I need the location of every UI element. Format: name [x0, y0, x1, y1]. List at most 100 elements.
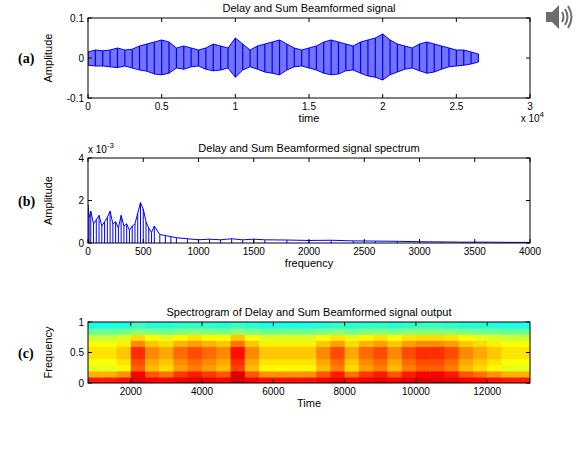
spectrogram-cell [444, 340, 459, 347]
spectrogram-cell [174, 371, 189, 378]
y-tick-label: 4 [78, 153, 84, 164]
spectrogram-cell [473, 328, 488, 335]
x-tick [309, 94, 310, 98]
spectrogram-cell [359, 340, 374, 347]
waveform-segment [338, 42, 339, 74]
x-tick-label: 3000 [408, 246, 431, 257]
spectrogram-cell [273, 334, 288, 341]
x-tick-label: 1500 [243, 246, 266, 257]
y-tick-label: 0.5 [70, 347, 84, 358]
x-tick-label: 3 [527, 101, 533, 112]
spectrogram-cell [131, 359, 146, 366]
waveform-segment [176, 48, 177, 68]
spectrogram-cell [473, 322, 488, 329]
spectrogram-cell [459, 365, 474, 372]
spectrogram-cell [216, 353, 231, 360]
spectrum-stem [146, 222, 147, 243]
spectrum-stem [121, 215, 122, 243]
y-axis-title: Amplitude [42, 176, 54, 225]
spectrogram-cell [359, 334, 374, 341]
spectrogram-cell [516, 371, 530, 378]
spectrogram-cell [345, 377, 360, 383]
y-tick [88, 58, 92, 59]
y-tick [526, 322, 530, 323]
spectrogram-cell [302, 377, 317, 383]
spectrogram-cell [516, 353, 530, 360]
spectrum-stem [132, 226, 133, 243]
waveform-segment [382, 34, 383, 80]
spectrogram-cell [117, 334, 132, 341]
spectrogram-cell [88, 346, 103, 353]
x-tick [382, 94, 383, 98]
speaker-body [546, 5, 559, 29]
spectrogram-cell [159, 377, 174, 383]
x-tick [198, 239, 199, 243]
spectrogram-cell [88, 371, 103, 378]
spectrum-stem [209, 239, 210, 243]
spectrogram-cell [145, 371, 160, 378]
spectrum-stem [96, 220, 97, 243]
axis-multiplier: x 10-3 [88, 141, 115, 155]
spectrogram-cell [259, 322, 274, 329]
spectrogram-cell [245, 353, 260, 360]
waveform-segment [360, 42, 361, 73]
y-tick [88, 158, 92, 159]
spectrogram-cell [131, 328, 146, 335]
spectrogram-cell [487, 365, 502, 372]
spectrum-line [88, 203, 530, 243]
spectrogram-cell [259, 353, 274, 360]
spectrogram-cell [159, 371, 174, 378]
spectrogram-cell [501, 328, 516, 335]
spectrogram-cell [359, 359, 374, 366]
waveform-envelope [88, 62, 478, 80]
spectrogram-cell [359, 328, 374, 335]
x-tick-label: 0 [85, 101, 91, 112]
spectrogram-cell [159, 334, 174, 341]
y-tick [88, 243, 92, 244]
waveform-segment [95, 50, 96, 66]
spectrogram-cell [174, 377, 189, 383]
spectrogram-cell [174, 346, 189, 353]
spectrogram-cell [387, 340, 402, 347]
spectrogram-cell [188, 365, 203, 372]
spectrum-stem [170, 237, 171, 243]
plot-frame [88, 322, 530, 383]
y-tick [526, 18, 530, 19]
spectrogram-cell [402, 346, 417, 353]
speaker-wave [565, 9, 568, 25]
waveform-segment [213, 44, 214, 71]
spectrogram-cell [259, 365, 274, 372]
plot-marks [88, 34, 478, 80]
background [0, 0, 577, 449]
waveform-segment [139, 46, 140, 70]
spectrogram-cell [444, 334, 459, 341]
spectrogram-cell [459, 353, 474, 360]
spectrogram-cell [145, 340, 160, 347]
spectrogram-cell [117, 346, 132, 353]
spectrogram-cell [402, 322, 417, 329]
waveform-segment [220, 46, 221, 70]
spectrogram-cell [259, 359, 274, 366]
spectrogram-cell [145, 334, 160, 341]
waveform-segment [323, 42, 324, 73]
spectrogram-cell [202, 365, 217, 372]
spectrogram-cell [159, 359, 174, 366]
waveform-segment [441, 46, 442, 69]
waveform-segment [279, 40, 280, 75]
spectrogram-cell [430, 334, 445, 341]
speaker-icon [546, 5, 572, 29]
spectrogram-cell [117, 377, 132, 383]
spectrogram-cell [459, 359, 474, 366]
spectrum-stem [176, 238, 177, 243]
spectrogram-cell [345, 328, 360, 335]
x-tick [415, 379, 416, 383]
spectrogram-cell [288, 346, 303, 353]
y-tick-label: 1 [78, 317, 84, 328]
spectrogram-cell [145, 346, 160, 353]
spectrogram-cell [131, 365, 146, 372]
y-tick-label: 0 [78, 238, 84, 249]
plot-background [88, 18, 530, 98]
spectrogram-cell [273, 371, 288, 378]
spectrogram-cell [373, 322, 388, 329]
spectrogram-cell [444, 346, 459, 353]
